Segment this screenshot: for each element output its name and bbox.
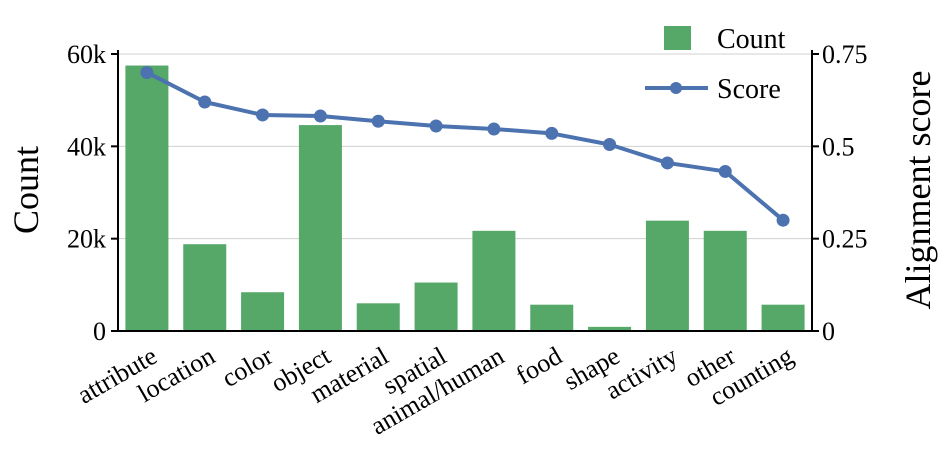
bar-animal-human [472,230,516,331]
bar-layer [125,65,805,332]
score-point [313,109,327,123]
y-axis-title-right: Alignment score [898,71,938,310]
score-point [776,213,790,227]
axis-layer [111,50,819,332]
y-tick-label-right: 0 [822,317,835,346]
y-tick-label-left: 20k [67,225,106,254]
score-point [256,108,270,122]
score-point [198,95,212,109]
score-point [487,122,501,136]
grid-layer [118,53,812,240]
score-point [660,156,674,170]
legend-score-marker [670,82,682,94]
line-layer [140,65,790,227]
bar-shape [588,326,632,331]
bar-location [183,244,227,331]
score-point [371,114,385,128]
bar-material [356,303,400,331]
legend-score-label: Score [717,74,781,105]
legend-count-swatch [664,26,691,50]
bar-color [241,292,285,331]
y-axis-title-left: Count [6,146,46,234]
bar-activity [645,220,689,331]
bar-attribute [125,65,169,332]
y-tick-label-right: 0.5 [822,132,855,161]
bar-spatial [414,282,458,331]
score-point [545,126,559,140]
legend: Count Score [645,24,786,105]
legend-count-label: Count [717,24,786,55]
y-tick-label-left: 60k [67,40,106,69]
bar-food [530,304,574,331]
y-tick-label-left: 0 [93,317,106,346]
score-point [429,119,443,133]
x-tick-label: food [511,341,567,390]
score-point [603,137,617,151]
y-tick-label-right: 0.25 [822,225,868,254]
y-tick-label-right: 0.75 [822,40,868,69]
score-point [718,164,732,178]
score-point [140,65,154,79]
bar-other [703,230,747,331]
y-tick-label-left: 40k [67,132,106,161]
x-tick-label: color [217,341,278,393]
bar-counting [761,304,805,331]
score-line [146,70,785,222]
bar-object [298,125,342,331]
